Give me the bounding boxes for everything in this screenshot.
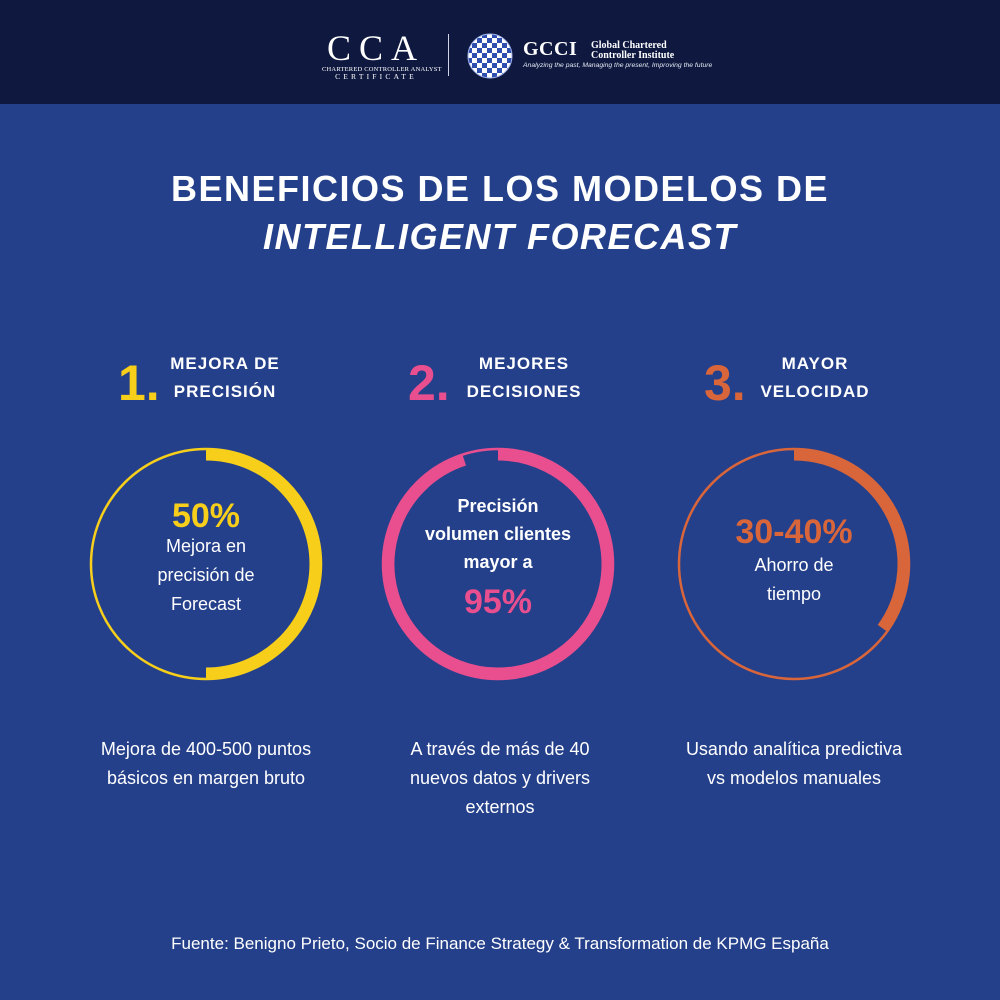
page-title-line1: BENEFICIOS DE LOS MODELOS DE <box>170 168 830 209</box>
col2-desc-line1: A través de más de 40 <box>410 739 590 759</box>
col2-ring <box>381 447 615 681</box>
col1-title-line2: PRECISIÓN <box>173 382 277 401</box>
col3-desc-line1: Usando analítica predictiva <box>685 739 903 759</box>
col1-circle-line1: Mejora en <box>165 536 247 556</box>
col3-circle-line2: tiempo <box>766 584 822 604</box>
col1-number: 1. <box>118 355 160 411</box>
col1-title-line1: MEJORA DE <box>170 354 280 373</box>
gcci-logo-name: GCCI <box>523 38 578 60</box>
cca-logo-line2: CERTIFICATE <box>335 72 417 81</box>
col3-number: 3. <box>704 355 746 411</box>
cca-logo: CCA CHARTERED CONTROLLER ANALYST CERTIFI… <box>322 28 442 81</box>
col2-title-line2: DECISIONES <box>466 382 582 401</box>
cca-logo-line1: CHARTERED CONTROLLER ANALYST <box>322 66 442 73</box>
col3-stat: 30-40% <box>735 513 853 551</box>
col3-ring <box>677 447 911 681</box>
logo-divider <box>448 34 449 76</box>
gcci-globe-icon <box>467 33 513 79</box>
col2-stat: 95% <box>463 583 533 621</box>
col3-title-line1: MAYOR <box>781 354 849 373</box>
header-bar: CCA CHARTERED CONTROLLER ANALYST CERTIFI… <box>0 0 1000 104</box>
col3-title-line2: VELOCIDAD <box>760 382 870 401</box>
gcci-logo-full-name: Global Chartered Controller Institute <box>591 40 675 61</box>
col3-ring-outline <box>677 447 911 681</box>
col1-desc-line1: Mejora de 400-500 puntos <box>100 739 312 759</box>
col1-ring <box>89 447 323 681</box>
col1-circle-line2: precisión de <box>157 565 255 585</box>
col2-circle-line1: Precisión <box>457 496 539 516</box>
col2-progress-arc <box>383 449 613 679</box>
source-citation: Fuente: Benigno Prieto, Socio de Finance… <box>171 934 829 953</box>
col1-stat: 50% <box>171 497 241 535</box>
col2-title-line1: MEJORES <box>478 354 570 373</box>
gcci-logo-tagline: Analyzing the past, Managing the present… <box>523 62 713 69</box>
col3-desc-line2: vs modelos manuales <box>706 768 882 788</box>
col3-circle-line1: Ahorro de <box>754 555 834 575</box>
col1-circle-line3: Forecast <box>170 594 242 614</box>
col3-progress-arc <box>793 449 909 632</box>
col2-desc-line3: externos <box>465 797 535 817</box>
col2-circle-line2: volumen clientes <box>424 524 572 544</box>
col2-ring-outline <box>381 447 615 681</box>
page-title-line2: INTELLIGENT FORECAST <box>263 216 737 257</box>
col2-desc-line2: nuevos datos y drivers <box>409 768 591 788</box>
col1-desc-line2: básicos en margen bruto <box>106 768 306 788</box>
cca-logo-letters: CCA <box>326 28 426 68</box>
col2-number: 2. <box>408 355 450 411</box>
col1-progress-arc <box>205 449 321 679</box>
col2-circle-line3: mayor a <box>463 552 533 572</box>
col1-ring-outline <box>89 447 323 681</box>
